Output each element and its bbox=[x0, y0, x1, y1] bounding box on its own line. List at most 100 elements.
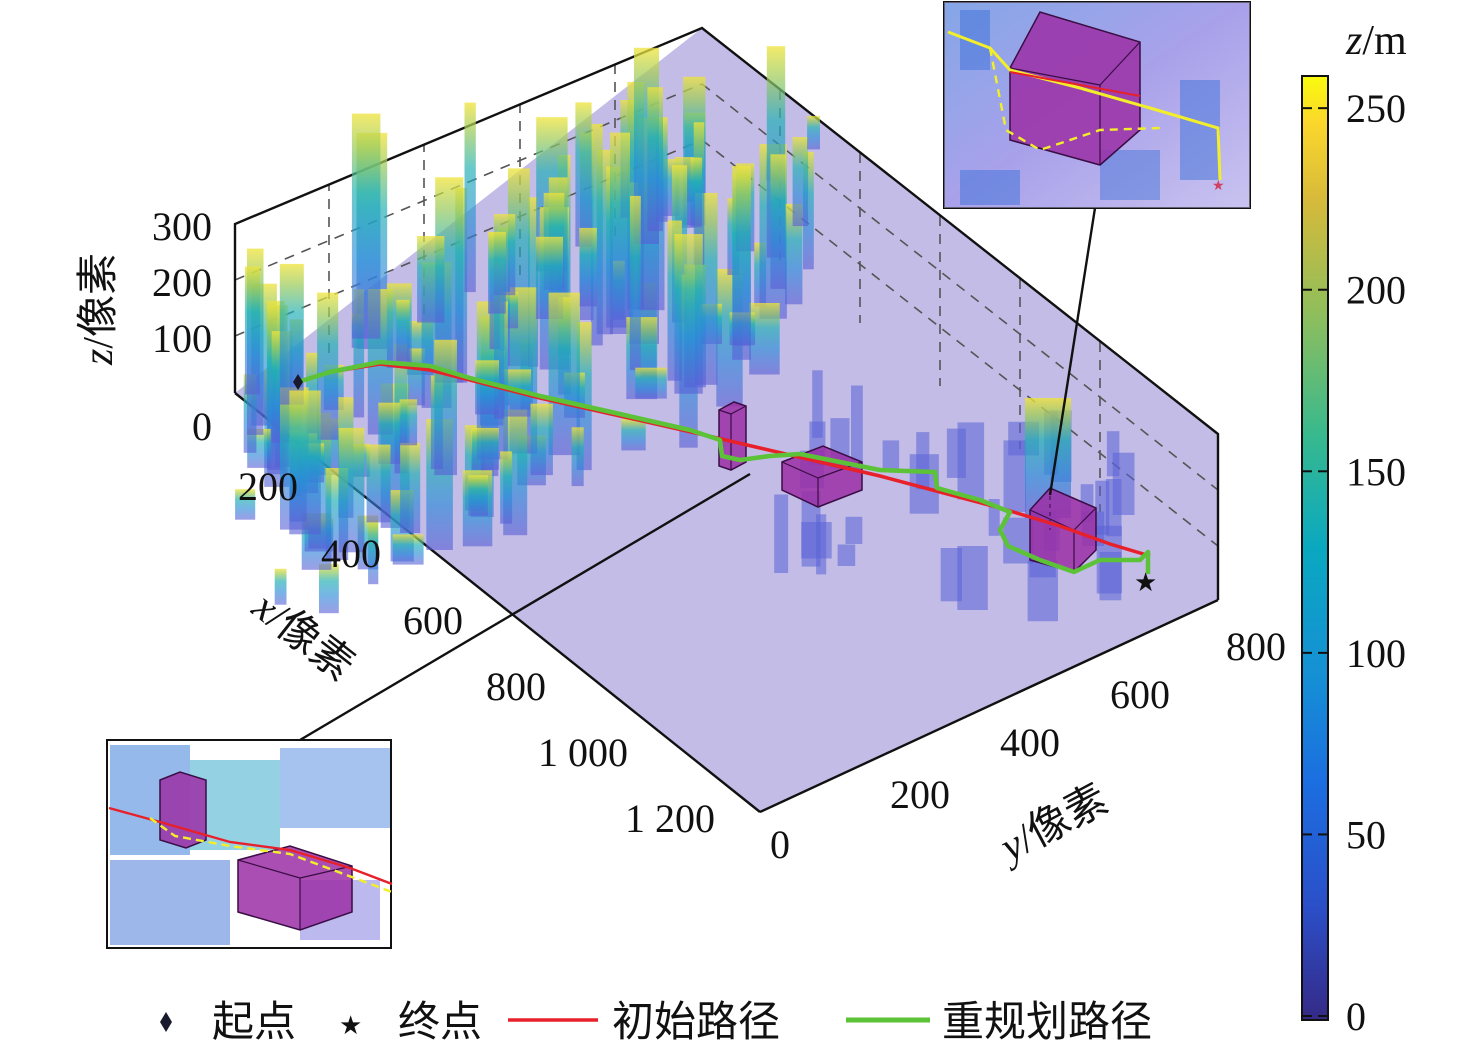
building bbox=[396, 299, 410, 362]
x-tick-labels: 200 400 600 800 1 000 1 200 bbox=[238, 464, 715, 841]
legend-item-end: ★ 终点 bbox=[339, 1000, 482, 1046]
inset-bottom-left bbox=[106, 472, 751, 949]
building bbox=[366, 444, 391, 523]
building bbox=[475, 360, 499, 415]
building bbox=[801, 491, 821, 567]
colorbar-tick-150: 150 bbox=[1346, 449, 1406, 494]
building bbox=[845, 516, 863, 544]
y-tick-200: 200 bbox=[890, 772, 950, 817]
building bbox=[319, 563, 339, 614]
building bbox=[812, 370, 823, 438]
building bbox=[1003, 440, 1026, 513]
building bbox=[621, 419, 646, 451]
obstacles bbox=[718, 401, 1097, 573]
building bbox=[317, 292, 339, 440]
z-tick-100: 100 bbox=[152, 316, 212, 361]
x-tick-200: 200 bbox=[238, 464, 298, 509]
building bbox=[635, 367, 667, 399]
building bbox=[803, 152, 814, 270]
y-tick-600: 600 bbox=[1110, 672, 1170, 717]
building bbox=[472, 427, 499, 470]
legend-item-replanned-path: 重规划路径 bbox=[846, 1000, 1152, 1046]
building bbox=[690, 157, 703, 227]
building bbox=[575, 102, 592, 247]
colorbar-label: z/m bbox=[1345, 18, 1407, 64]
z-tick-200: 200 bbox=[152, 260, 212, 305]
colorbar: 0 50 100 150 200 250 z/m bbox=[1301, 18, 1407, 1039]
x-tick-1000: 1 000 bbox=[538, 730, 628, 775]
colorbar-tick-0: 0 bbox=[1346, 994, 1366, 1039]
building bbox=[579, 227, 597, 307]
colorbar-tick-100: 100 bbox=[1346, 631, 1406, 676]
colorbar-tick-200: 200 bbox=[1346, 268, 1406, 313]
building bbox=[792, 137, 809, 227]
z-tick-labels: 0 100 200 300 bbox=[152, 204, 212, 449]
building bbox=[732, 166, 751, 360]
end-marker: ★ bbox=[1134, 568, 1157, 597]
building bbox=[770, 154, 786, 289]
building bbox=[289, 390, 321, 535]
start-marker bbox=[293, 374, 303, 390]
building bbox=[434, 339, 457, 476]
building bbox=[353, 289, 365, 418]
building bbox=[1105, 479, 1122, 537]
legend: 起点 ★ 终点 初始路径 重规划路径 bbox=[160, 1000, 1152, 1046]
building bbox=[530, 403, 553, 476]
building bbox=[528, 197, 539, 367]
building bbox=[392, 534, 424, 565]
replanned-path bbox=[297, 359, 1151, 575]
y-tick-800: 800 bbox=[1226, 624, 1286, 669]
building bbox=[940, 548, 962, 602]
y-tick-0: 0 bbox=[770, 822, 790, 867]
svg-text:终点: 终点 bbox=[398, 1000, 482, 1046]
colorbar-tick-250: 250 bbox=[1346, 86, 1406, 131]
colorbar-ticks: 0 50 100 150 200 250 bbox=[1302, 86, 1406, 1039]
svg-text:★: ★ bbox=[339, 1011, 362, 1040]
x-tick-600: 600 bbox=[403, 598, 463, 643]
svg-text:★: ★ bbox=[1212, 179, 1225, 194]
building bbox=[988, 499, 1000, 536]
legend-item-initial-path: 初始路径 bbox=[508, 1000, 780, 1046]
building bbox=[399, 399, 418, 446]
building bbox=[957, 546, 988, 610]
building bbox=[629, 195, 641, 371]
x-tick-800: 800 bbox=[486, 664, 546, 709]
building bbox=[851, 385, 863, 464]
colorbar-tick-50: 50 bbox=[1346, 812, 1386, 857]
x-tick-1200: 1 200 bbox=[625, 796, 715, 841]
y-tick-labels: 0 200 400 600 800 bbox=[770, 624, 1286, 867]
building bbox=[274, 568, 287, 605]
building bbox=[338, 427, 365, 553]
building bbox=[916, 432, 930, 490]
building bbox=[351, 113, 381, 339]
building bbox=[417, 236, 445, 323]
building bbox=[494, 260, 505, 419]
z-tick-300: 300 bbox=[152, 204, 212, 249]
building bbox=[957, 422, 985, 500]
inset-top-right: ★ bbox=[943, 1, 1251, 496]
svg-text:初始路径: 初始路径 bbox=[612, 1000, 780, 1046]
z-tick-0: 0 bbox=[192, 404, 212, 449]
legend-item-start: 起点 bbox=[160, 1000, 296, 1046]
building bbox=[785, 203, 803, 305]
building bbox=[674, 234, 703, 394]
obstacle-1 bbox=[718, 401, 747, 471]
svg-text:重规划路径: 重规划路径 bbox=[942, 1000, 1152, 1046]
building bbox=[837, 544, 856, 566]
building bbox=[571, 427, 584, 487]
building bbox=[500, 451, 513, 524]
z-axis-label: z/像素 bbox=[76, 253, 122, 366]
building bbox=[368, 520, 379, 585]
building bbox=[244, 266, 260, 395]
building bbox=[774, 494, 789, 573]
building bbox=[400, 442, 421, 533]
building bbox=[464, 102, 476, 293]
y-tick-400: 400 bbox=[1000, 720, 1060, 765]
building bbox=[235, 489, 256, 520]
building bbox=[882, 440, 900, 469]
y-axis-label: y/像素 bbox=[990, 777, 1116, 873]
initial-path bbox=[297, 362, 1151, 558]
building bbox=[807, 115, 820, 150]
svg-text:起点: 起点 bbox=[212, 1000, 296, 1046]
